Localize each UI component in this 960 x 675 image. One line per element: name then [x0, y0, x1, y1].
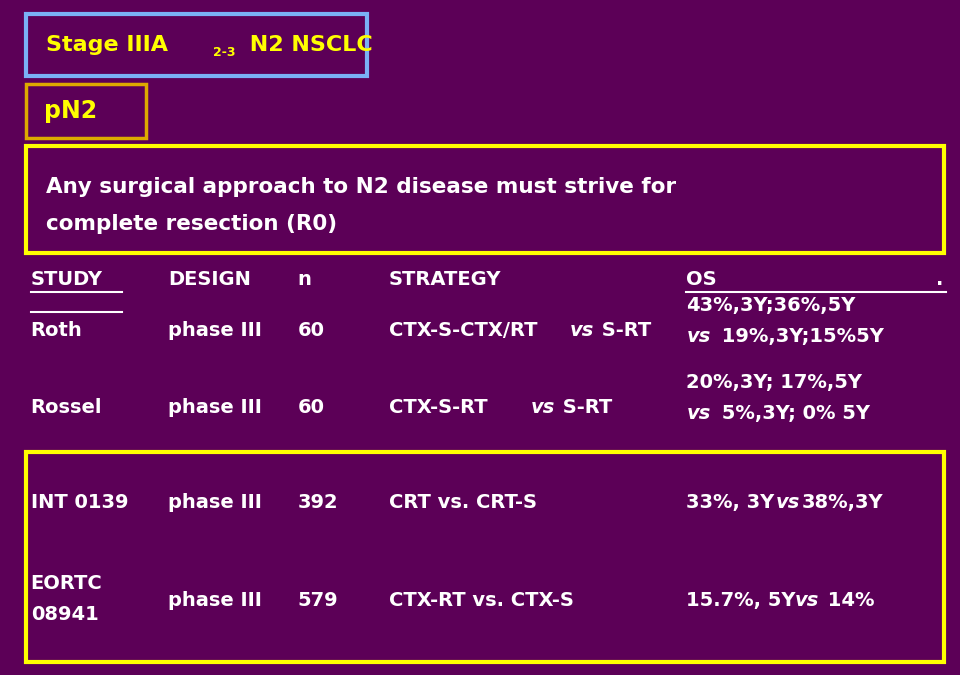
Text: OS: OS: [686, 270, 717, 289]
Text: 2-3: 2-3: [213, 46, 235, 59]
Text: n: n: [298, 270, 311, 289]
Text: vs: vs: [686, 327, 710, 346]
Text: 15.7%, 5Y: 15.7%, 5Y: [686, 591, 803, 610]
Text: Any surgical approach to N2 disease must strive for: Any surgical approach to N2 disease must…: [46, 177, 676, 197]
Text: EORTC: EORTC: [31, 574, 103, 593]
Text: 38%,3Y: 38%,3Y: [802, 493, 883, 512]
FancyBboxPatch shape: [26, 84, 146, 138]
Text: 14%: 14%: [821, 591, 875, 610]
Text: DESIGN: DESIGN: [168, 270, 251, 289]
Text: Roth: Roth: [31, 321, 83, 340]
Text: 5%,3Y; 0% 5Y: 5%,3Y; 0% 5Y: [715, 404, 870, 423]
Text: vs: vs: [795, 591, 819, 610]
Text: INT 0139: INT 0139: [31, 493, 129, 512]
Text: phase III: phase III: [168, 591, 262, 610]
Text: .: .: [936, 270, 944, 289]
Text: STUDY: STUDY: [31, 270, 103, 289]
Text: 43%,3Y;36%,5Y: 43%,3Y;36%,5Y: [686, 296, 855, 315]
Text: 579: 579: [298, 591, 338, 610]
Text: phase III: phase III: [168, 398, 262, 417]
Text: pN2: pN2: [44, 99, 97, 123]
Text: S-RT: S-RT: [556, 398, 612, 417]
Text: CTX-S-CTX/RT: CTX-S-CTX/RT: [389, 321, 544, 340]
Text: vs: vs: [569, 321, 593, 340]
Text: vs: vs: [531, 398, 555, 417]
Text: Rossel: Rossel: [31, 398, 102, 417]
Text: 392: 392: [298, 493, 338, 512]
FancyBboxPatch shape: [26, 452, 944, 662]
Text: phase III: phase III: [168, 321, 262, 340]
Text: 08941: 08941: [31, 605, 99, 624]
Text: Stage IIIA: Stage IIIA: [46, 34, 168, 55]
Text: phase III: phase III: [168, 493, 262, 512]
Text: 60: 60: [298, 398, 324, 417]
Text: N2 NSCLC: N2 NSCLC: [242, 34, 372, 55]
FancyBboxPatch shape: [26, 146, 944, 253]
Text: 19%,3Y;15%5Y: 19%,3Y;15%5Y: [715, 327, 884, 346]
Text: S-RT: S-RT: [595, 321, 652, 340]
Text: 33%, 3Y: 33%, 3Y: [686, 493, 781, 512]
Text: 60: 60: [298, 321, 324, 340]
FancyBboxPatch shape: [26, 14, 367, 76]
Text: vs: vs: [776, 493, 800, 512]
Text: 20%,3Y; 17%,5Y: 20%,3Y; 17%,5Y: [686, 373, 862, 391]
Text: CTX-S-RT: CTX-S-RT: [389, 398, 494, 417]
Text: CTX-RT vs. CTX-S: CTX-RT vs. CTX-S: [389, 591, 574, 610]
Text: vs: vs: [686, 404, 710, 423]
Text: CRT vs. CRT-S: CRT vs. CRT-S: [389, 493, 537, 512]
Text: complete resection (R0): complete resection (R0): [46, 214, 337, 234]
Text: STRATEGY: STRATEGY: [389, 270, 501, 289]
